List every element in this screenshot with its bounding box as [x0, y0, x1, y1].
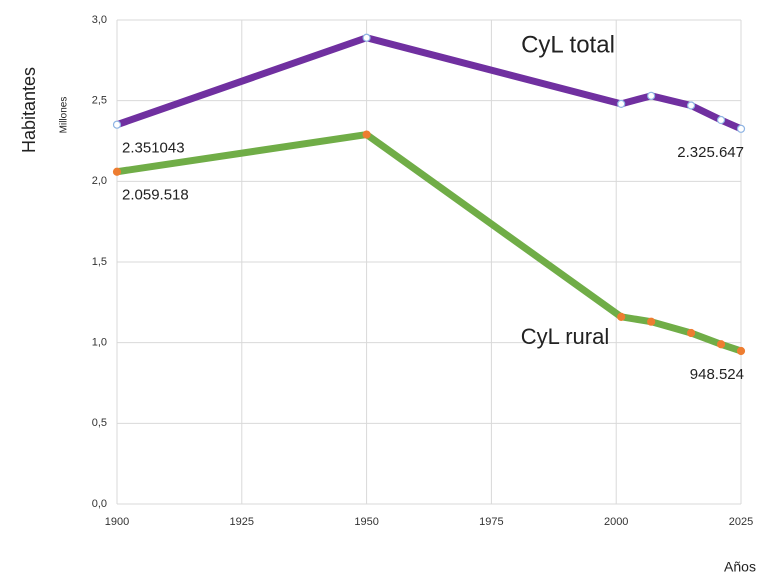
data-label: 2.325.647 — [677, 144, 744, 161]
y-axis-units: Millones — [59, 97, 70, 134]
x-tick-label: 2000 — [604, 516, 628, 528]
y-tick-label: 2,0 — [92, 175, 107, 187]
series-name: CyL total — [521, 31, 615, 58]
x-tick-label: 2025 — [729, 516, 753, 528]
data-label: 2.059.518 — [122, 187, 189, 204]
marker — [362, 130, 371, 139]
marker — [362, 33, 371, 42]
x-tick-label: 1925 — [230, 516, 254, 528]
marker — [716, 115, 726, 125]
y-tick-label: 3,0 — [92, 14, 107, 26]
marker — [617, 312, 626, 321]
marker — [617, 99, 626, 108]
x-tick-label: 1900 — [105, 516, 129, 528]
x-tick-label: 1975 — [479, 516, 503, 528]
series-line — [116, 131, 743, 355]
y-tick-label: 0,5 — [92, 417, 107, 429]
y-tick-label: 0,0 — [92, 498, 107, 510]
x-axis-title: Años — [724, 559, 756, 575]
y-tick-label: 2,5 — [92, 95, 107, 107]
y-tick-label: 1,0 — [92, 337, 107, 349]
marker — [112, 120, 122, 129]
marker — [686, 328, 696, 338]
marker — [112, 167, 122, 176]
marker — [736, 124, 746, 133]
y-axis-title: Habitantes — [19, 67, 39, 153]
marker — [686, 101, 696, 110]
marker — [716, 340, 726, 349]
marker — [736, 346, 746, 356]
marker — [647, 91, 656, 100]
series-line — [115, 34, 743, 133]
series-name: CyL rural — [521, 324, 609, 349]
x-tick-label: 1950 — [354, 516, 378, 528]
data-label: 948.524 — [690, 366, 744, 383]
y-tick-label: 1,5 — [92, 256, 107, 268]
marker — [647, 317, 656, 326]
data-label: 2.351043 — [122, 140, 185, 157]
